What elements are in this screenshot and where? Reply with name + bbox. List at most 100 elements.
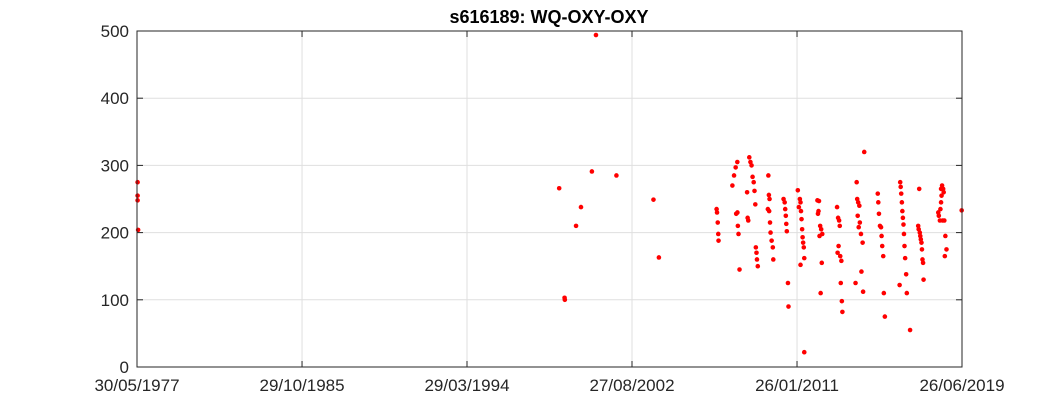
data-point <box>876 200 881 205</box>
data-point <box>881 290 887 296</box>
x-tick-label: 29/10/1985 <box>259 376 344 395</box>
data-point <box>835 250 840 256</box>
data-point <box>737 267 742 272</box>
x-tick-label: 26/01/2011 <box>755 376 839 395</box>
data-points <box>135 32 964 355</box>
data-point <box>907 327 913 333</box>
data-point <box>782 206 788 212</box>
data-point <box>135 193 140 198</box>
data-point <box>752 188 757 194</box>
data-point <box>818 290 823 296</box>
data-point <box>938 206 943 212</box>
data-point <box>796 204 802 210</box>
data-point <box>800 235 805 240</box>
data-point <box>916 186 922 192</box>
data-point <box>920 260 926 266</box>
data-point <box>857 220 863 225</box>
data-point <box>839 258 844 264</box>
data-point <box>939 193 944 198</box>
data-point <box>819 231 825 237</box>
data-point <box>714 210 720 215</box>
data-point <box>733 165 738 170</box>
data-point <box>800 240 806 245</box>
data-point <box>745 218 751 223</box>
data-point <box>858 231 864 237</box>
data-point <box>944 247 949 252</box>
y-tick-label: 400 <box>101 89 129 108</box>
data-point <box>903 271 909 277</box>
data-point <box>786 304 791 309</box>
x-tick-label: 26/06/2019 <box>919 376 1004 395</box>
y-tick-label: 300 <box>101 156 129 175</box>
data-point <box>859 269 864 274</box>
data-point <box>897 179 903 185</box>
plot-area <box>137 31 962 367</box>
data-point <box>799 216 804 222</box>
data-point <box>768 230 773 235</box>
data-point <box>767 220 773 225</box>
data-point <box>715 220 721 225</box>
data-point <box>919 247 925 252</box>
data-point <box>899 200 905 205</box>
y-tick-label: 0 <box>120 358 129 377</box>
data-point <box>798 262 803 268</box>
data-point <box>941 189 946 195</box>
data-point <box>901 231 907 237</box>
y-tick-label: 200 <box>101 224 129 243</box>
data-point <box>798 200 803 205</box>
data-point <box>855 213 860 219</box>
plot-frame <box>136 30 963 368</box>
data-point <box>901 222 906 227</box>
data-point <box>562 297 568 303</box>
data-point <box>836 218 842 223</box>
data-point <box>879 233 884 239</box>
data-point <box>840 309 845 315</box>
data-point <box>135 198 140 203</box>
data-point <box>770 245 776 250</box>
data-point <box>898 191 904 196</box>
data-point <box>819 260 825 266</box>
data-point <box>799 226 805 232</box>
data-point <box>917 230 923 235</box>
data-point <box>614 173 619 178</box>
data-point <box>784 228 790 234</box>
data-point <box>589 169 595 174</box>
data-point <box>875 191 881 196</box>
data-point <box>882 314 888 319</box>
data-point <box>838 280 844 286</box>
data-point <box>942 218 947 223</box>
data-point <box>816 198 822 204</box>
data-point <box>942 253 948 259</box>
data-point <box>876 211 882 217</box>
data-point <box>751 179 756 185</box>
data-point <box>573 223 579 229</box>
data-point <box>837 223 843 229</box>
data-point <box>766 173 771 178</box>
data-point <box>715 231 721 237</box>
data-point <box>735 159 740 165</box>
y-tick-label: 500 <box>101 22 129 41</box>
data-point <box>716 238 721 243</box>
data-point <box>556 185 562 191</box>
axis-ticks: 0 100 200 300 400 500 30/05/1977 29/10/1985 29/0… <box>94 22 1004 395</box>
data-point <box>938 200 944 205</box>
data-point <box>795 187 801 193</box>
data-point <box>897 282 902 288</box>
data-point <box>857 203 862 209</box>
data-point <box>735 223 741 229</box>
data-point <box>135 179 140 185</box>
data-point <box>746 155 752 160</box>
data-point <box>904 290 910 296</box>
data-point <box>900 215 906 221</box>
data-point <box>714 206 719 212</box>
data-point <box>753 245 759 250</box>
data-point <box>578 204 584 210</box>
data-point <box>836 243 841 249</box>
data-point <box>651 197 656 202</box>
data-point <box>856 224 862 230</box>
data-point <box>834 204 840 210</box>
data-point <box>801 255 807 261</box>
data-point <box>736 231 741 237</box>
data-point <box>853 280 858 286</box>
